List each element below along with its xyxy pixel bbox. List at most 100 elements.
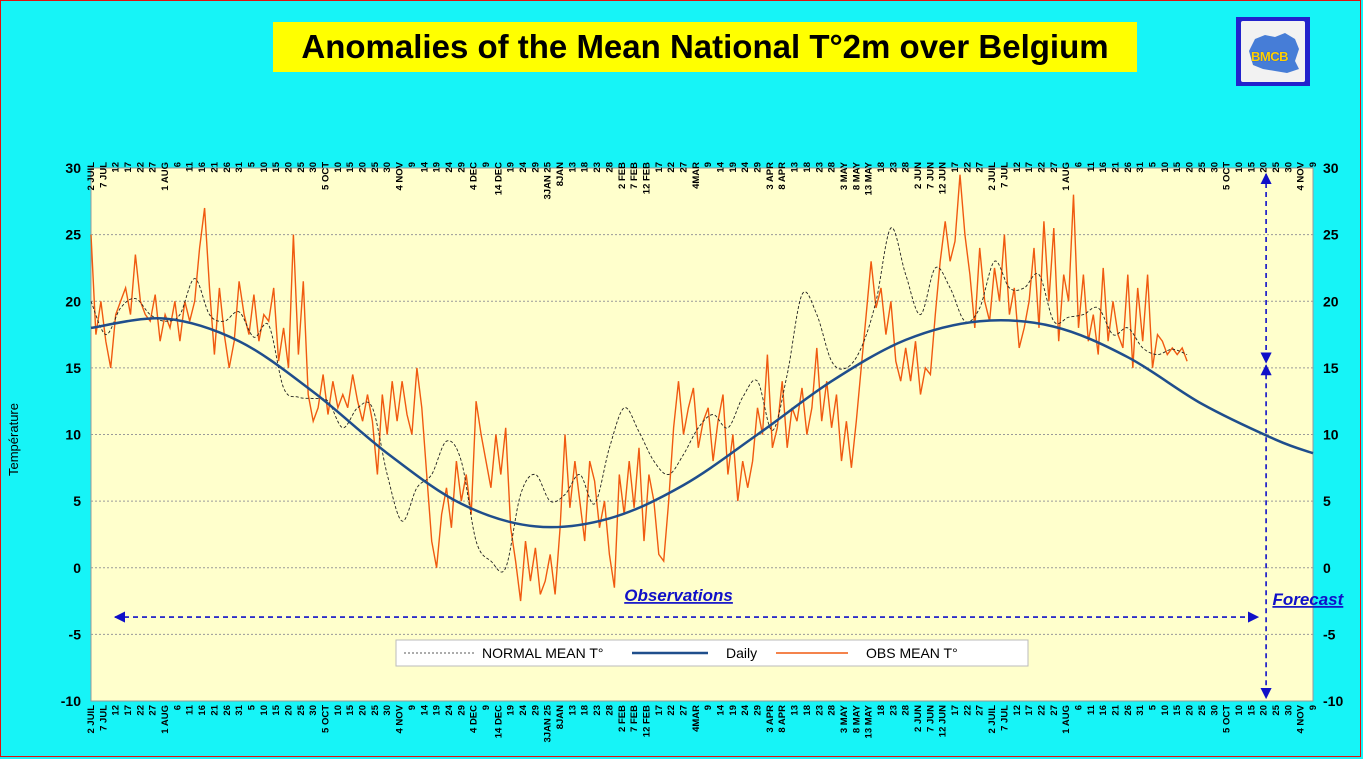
- y-tick-right: 20: [1323, 293, 1339, 309]
- belgium-map-icon: [1249, 33, 1299, 73]
- x-tick-top: 5 OCT: [1222, 162, 1233, 190]
- x-tick-bottom: 11: [185, 704, 196, 715]
- x-tick-bottom: 30: [382, 705, 393, 716]
- x-tick-top: 5: [1148, 161, 1159, 167]
- bmcb-logo-icon: BMCB: [1236, 17, 1310, 86]
- x-tick-bottom: 29: [530, 705, 541, 716]
- x-tick-bottom: 30: [1283, 705, 1294, 716]
- x-tick-bottom: 3 MAY: [839, 704, 850, 733]
- x-tick-bottom: 13 MAY: [864, 704, 875, 738]
- x-tick-top: 17: [654, 162, 665, 173]
- x-tick-bottom: 9: [481, 705, 492, 710]
- x-tick-top: 17: [123, 162, 134, 173]
- x-tick-bottom: 14: [716, 704, 727, 715]
- x-tick-top: 29: [530, 162, 541, 173]
- x-tick-bottom: 29: [753, 705, 764, 716]
- x-tick-top: 19: [728, 162, 739, 173]
- x-tick-bottom: 22: [962, 705, 973, 716]
- x-tick-bottom: 5 OCT: [321, 705, 332, 733]
- x-tick-top: 23: [592, 162, 603, 173]
- x-axis-top: 2 JUIL 7 JUL 12 17 22 27 1 AUG 6 11 16 21 26 31 5 10 15…: [86, 161, 1319, 199]
- x-tick-bottom: 1 AUG: [1061, 705, 1072, 734]
- x-tick-top: 14: [419, 161, 430, 172]
- plot-area: [90, 167, 1314, 702]
- x-tick-bottom: 7 JUL: [999, 705, 1010, 731]
- x-tick-bottom: 17: [1024, 705, 1035, 716]
- x-tick-top: 3 APR: [765, 162, 776, 190]
- x-tick-top: 25: [1271, 161, 1282, 172]
- x-tick-bottom: 2 JUIL: [86, 705, 97, 734]
- y-tick-left: -5: [69, 626, 82, 642]
- y-tick-left: 30: [65, 160, 81, 176]
- x-tick-bottom: 28: [827, 705, 838, 716]
- x-tick-bottom: 9: [407, 705, 418, 710]
- x-tick-top: 12 FEB: [641, 162, 652, 194]
- y-tick-right: 0: [1323, 560, 1331, 576]
- x-tick-top: 24: [740, 161, 751, 172]
- x-tick-top: 22: [1036, 162, 1047, 173]
- x-tick-top: 3 MAY: [839, 161, 850, 190]
- x-tick-top: 23: [888, 162, 899, 173]
- x-tick-top: 31: [1135, 161, 1146, 172]
- x-tick-top: 19: [432, 162, 443, 173]
- x-tick-bottom: 27: [1049, 705, 1060, 716]
- x-tick-top: 13: [790, 162, 801, 173]
- x-tick-top: 16: [197, 162, 208, 173]
- x-axis-bottom: 2 JUIL 7 JUL 12 17 22 27 1 AUG 6 11 16 21 26 31 5 10 15…: [86, 704, 1319, 742]
- x-tick-bottom: 28: [604, 705, 615, 716]
- x-tick-bottom: 1 AUG: [160, 705, 171, 734]
- y-tick-left: 15: [65, 360, 81, 376]
- x-tick-top: 19: [506, 162, 517, 173]
- x-tick-top: 7 JUL: [999, 162, 1010, 188]
- x-tick-top: 18: [580, 162, 591, 173]
- x-tick-top: 9: [1308, 162, 1319, 167]
- x-tick-top: 22: [666, 162, 677, 173]
- x-tick-bottom: 4 NOV: [395, 704, 406, 733]
- x-tick-top: 24: [444, 161, 455, 172]
- x-tick-bottom: 22: [666, 705, 677, 716]
- x-tick-top: 2 JUIL: [86, 162, 97, 191]
- x-tick-bottom: 24: [444, 704, 455, 715]
- x-tick-top: 12 JUN: [938, 162, 949, 194]
- x-tick-bottom: 3JAN 25: [543, 704, 554, 742]
- x-tick-top: 22: [962, 162, 973, 173]
- x-tick-top: 25: [1197, 161, 1208, 172]
- x-tick-bottom: 19: [432, 705, 443, 716]
- x-tick-bottom: 4 NOV: [1296, 704, 1307, 733]
- x-tick-top: 7 JUL: [98, 162, 109, 188]
- x-tick-top: 5: [246, 161, 257, 167]
- x-tick-bottom: 30: [308, 705, 319, 716]
- x-tick-top: 16: [1098, 162, 1109, 173]
- x-tick-top: 1 AUG: [160, 162, 171, 191]
- x-tick-top: 28: [827, 162, 838, 173]
- x-tick-top: 29: [753, 162, 764, 173]
- x-tick-top: 14: [716, 161, 727, 172]
- x-tick-top: 25: [370, 161, 381, 172]
- x-tick-bottom: 8 MAY: [851, 704, 862, 733]
- x-tick-top: 10: [333, 162, 344, 173]
- y-tick-left: 10: [65, 427, 81, 443]
- y-axis-left: -10 -5 0 5 10 15 20 25 30: [61, 160, 81, 709]
- x-tick-top: 11: [1086, 161, 1097, 172]
- x-tick-top: 28: [901, 162, 912, 173]
- x-tick-bottom: 5 OCT: [1222, 705, 1233, 733]
- x-tick-top: 8JAN: [555, 162, 566, 186]
- x-tick-bottom: 15: [345, 704, 356, 715]
- x-tick-top: 7 FEB: [629, 162, 640, 189]
- x-tick-bottom: 20: [1185, 705, 1196, 716]
- x-tick-top: 20: [1185, 162, 1196, 173]
- x-tick-bottom: 23: [592, 705, 603, 716]
- x-tick-bottom: 7 JUN: [925, 705, 936, 732]
- x-tick-top: 15: [345, 161, 356, 172]
- x-tick-bottom: 23: [888, 705, 899, 716]
- x-tick-bottom: 14: [419, 704, 430, 715]
- x-tick-bottom: 26: [1123, 705, 1134, 716]
- x-tick-bottom: 12 FEB: [641, 705, 652, 737]
- x-tick-top: 20: [283, 162, 294, 173]
- x-tick-bottom: 4 DEC: [469, 705, 480, 733]
- y-axis-label: Température: [6, 403, 21, 476]
- y-tick-left: -10: [61, 693, 81, 709]
- legend-box: [395, 639, 1029, 667]
- x-tick-top: 9: [481, 162, 492, 167]
